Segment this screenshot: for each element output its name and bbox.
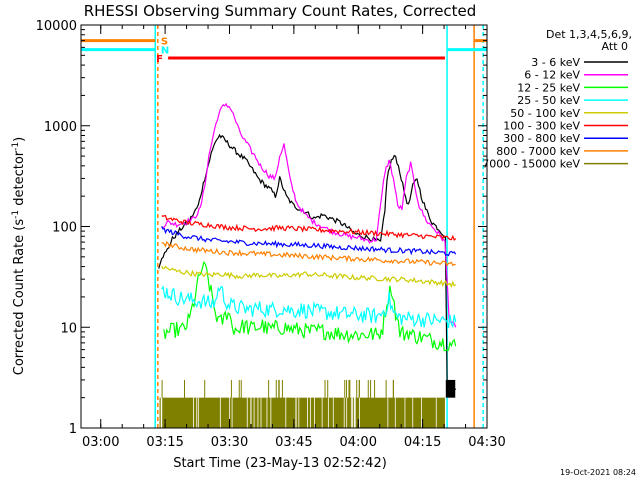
series-line-300-800-kev	[161, 226, 457, 257]
legend-attenuator: Att 0	[602, 40, 628, 53]
legend-label-25-50-kev: 25 - 50 keV	[517, 94, 580, 107]
series-band-7000-15000-kev	[159, 397, 445, 428]
series-line-50-100-kev	[161, 265, 457, 288]
y-label-part1: Corrected Count Rate (s	[12, 219, 27, 376]
x-tick-label: 04:00	[340, 435, 377, 450]
series-3-6-kev-block	[445, 379, 456, 398]
series-line-800-7000-kev	[161, 240, 456, 267]
chart-title: RHESSI Observing Summary Count Rates, Co…	[84, 2, 477, 20]
x-tick-label: 03:15	[146, 435, 183, 450]
y-tick-label: 100	[52, 221, 77, 236]
y-tick-label: 10000	[36, 19, 77, 34]
x-tick-label: 03:45	[275, 435, 312, 450]
legend-label-7000-15000-kev: 7000 - 15000 keV	[482, 158, 580, 171]
y-axis-label: Corrected Count Rate (s-1 detector-1)	[11, 137, 27, 375]
x-tick-label: 04:15	[404, 435, 441, 450]
axes: 1 10 100 1000 10000 03:00 03:15 03:30 03:45 04:00…	[36, 19, 506, 450]
legend-label-3-6-kev: 3 - 6 keV	[531, 56, 580, 69]
plot-area: SNF	[81, 25, 487, 428]
series-line-12-25-kev	[163, 260, 457, 352]
plot-frame	[80, 24, 488, 429]
legend-detectors: Det 1,3,4,5,6,9,	[546, 28, 632, 41]
x-axis-label: Start Time (23-May-13 02:52:42)	[173, 456, 387, 471]
y-label-part3: )	[12, 137, 27, 142]
y-tick-label: 1	[69, 422, 77, 437]
legend-label-50-100-kev: 50 - 100 keV	[510, 107, 580, 120]
y-tick-label: 10	[60, 321, 77, 336]
legend-label-100-300-kev: 100 - 300 keV	[503, 120, 580, 133]
legend-label-12-25-kev: 12 - 25 keV	[517, 81, 580, 94]
legend-label-300-800-kev: 300 - 800 keV	[503, 132, 580, 145]
x-tick-label: 04:30	[468, 435, 505, 450]
series-line-6-12-kev	[161, 102, 457, 328]
flag-letter-f: F	[156, 54, 163, 65]
x-tick-label: 03:30	[211, 435, 248, 450]
x-tick-label: 03:00	[82, 435, 119, 450]
y-label-part2: detector	[12, 150, 27, 210]
series-line-25-50-kev	[161, 285, 457, 329]
legend-label-6-12-kev: 6 - 12 keV	[524, 69, 580, 82]
y-label-sup1: -1	[11, 210, 21, 219]
y-tick-label: 1000	[44, 120, 77, 135]
y-label-sup2: -1	[11, 142, 21, 151]
series-line-100-300-kev	[161, 214, 457, 241]
flag-letter-n: N	[161, 46, 169, 57]
footer-date: 19-Oct-2021 08:24	[560, 468, 636, 477]
legend-label-800-7000-kev: 800 - 7000 keV	[496, 145, 580, 158]
flag-letter-s: S	[161, 37, 168, 48]
